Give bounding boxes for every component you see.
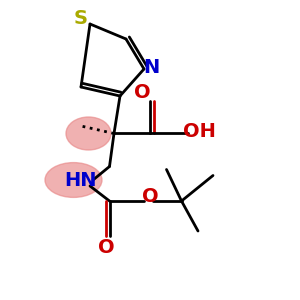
Text: O: O: [98, 238, 115, 257]
Text: N: N: [143, 58, 160, 77]
Text: S: S: [74, 8, 88, 28]
Text: OH: OH: [183, 122, 216, 142]
Ellipse shape: [45, 163, 102, 197]
Ellipse shape: [66, 117, 111, 150]
Text: O: O: [134, 83, 151, 103]
Text: HN: HN: [65, 170, 97, 190]
Text: O: O: [142, 187, 158, 206]
